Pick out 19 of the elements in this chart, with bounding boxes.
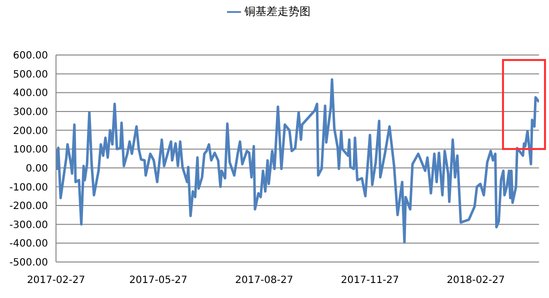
y-tick-label: 0.00 xyxy=(26,163,48,174)
y-tick-label: -500.00 xyxy=(9,258,48,269)
legend-label: 铜基差走势图 xyxy=(244,5,310,18)
x-tick-label: 2017-05-27 xyxy=(129,275,188,286)
y-tick-label: -300.00 xyxy=(9,220,48,231)
x-tick-label: 2017-02-27 xyxy=(26,275,86,286)
y-tick-label: 200.00 xyxy=(13,126,48,137)
x-tick-label: 2017-11-27 xyxy=(340,275,400,286)
y-tick-label: 400.00 xyxy=(13,88,48,100)
y-tick-label: -400.00 xyxy=(9,238,48,250)
y-tick-label: 500.00 xyxy=(13,69,48,80)
x-tick-label: 2018-02-27 xyxy=(446,275,505,286)
y-tick-label: 600.00 xyxy=(13,50,48,62)
y-tick-label: 300.00 xyxy=(13,107,48,118)
y-tick-label: 100.00 xyxy=(13,144,48,156)
line-series xyxy=(56,78,539,244)
y-tick-label: -100.00 xyxy=(9,182,48,194)
x-tick-label: 2017-08-27 xyxy=(235,275,294,286)
y-tick-label: -200.00 xyxy=(9,201,48,212)
